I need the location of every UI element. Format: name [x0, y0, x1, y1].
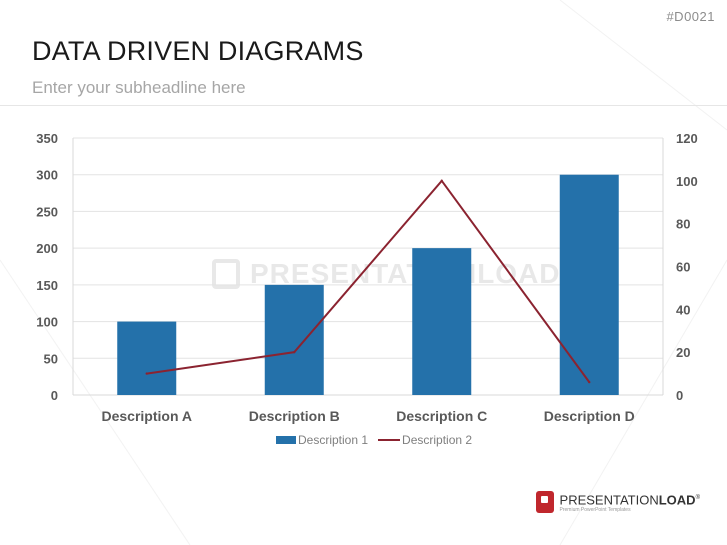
y-left-tick-label: 150 — [36, 278, 58, 293]
x-tick-label: Description B — [249, 408, 340, 424]
y-right-tick-label: 80 — [676, 217, 690, 232]
legend-label: Description 1 — [298, 433, 369, 447]
bar — [559, 174, 619, 395]
y-right-tick-label: 20 — [676, 345, 690, 360]
y-left-tick-label: 100 — [36, 315, 58, 330]
legend-swatch-bar — [276, 436, 296, 444]
legend-label: Description 2 — [402, 433, 473, 447]
y-right-tick-label: 40 — [676, 302, 690, 317]
series-line — [146, 179, 591, 383]
slide-subtitle: Enter your subheadline here — [32, 78, 246, 97]
line-point — [588, 380, 591, 384]
brand-logo-icon — [535, 491, 554, 514]
y-left-tick-label: 50 — [44, 351, 58, 366]
y-left-tick-label: 250 — [36, 204, 58, 219]
y-left-tick-label: 0 — [51, 388, 58, 403]
y-right-tick-label: 100 — [676, 174, 698, 189]
legend-swatch-line — [378, 439, 401, 441]
chart-legend: Description 1 Description 2 — [276, 433, 482, 447]
slide-title: DATA DRIVEN DIAGRAMS — [32, 36, 364, 66]
header-divider — [0, 105, 727, 106]
bar — [264, 284, 324, 395]
y-left-tick-label: 200 — [36, 241, 58, 256]
brand-logo: PRESENTATIONLOAD® Premium PowerPoint Tem… — [535, 491, 700, 514]
x-tick-label: Description A — [102, 408, 193, 424]
line-point — [293, 350, 296, 354]
y-right-tick-label: 60 — [676, 260, 690, 275]
line-point — [440, 179, 443, 183]
x-tick-label: Description C — [396, 408, 487, 424]
slide-code: #D0021 — [666, 9, 715, 24]
legend-item-series-1: Description 1 — [276, 433, 368, 447]
y-right-tick-label: 0 — [676, 388, 683, 403]
brand-name: PRESENTATIONLOAD® — [559, 492, 700, 508]
bar — [412, 248, 472, 395]
watermark: PRESENTATIONLOAD — [212, 258, 561, 290]
x-tick-label: Description D — [544, 408, 635, 424]
brand-tagline: Premium PowerPoint Templates — [559, 507, 631, 514]
y-left-tick-label: 350 — [36, 131, 58, 146]
legend-item-series-2: Description 2 — [378, 433, 472, 447]
line-point — [145, 372, 148, 375]
y-right-tick-label: 120 — [676, 131, 698, 146]
bar — [117, 321, 177, 395]
watermark-text: PRESENTATIONLOAD — [250, 258, 561, 289]
watermark-logo-icon — [212, 259, 240, 289]
y-left-tick-label: 300 — [36, 168, 58, 183]
